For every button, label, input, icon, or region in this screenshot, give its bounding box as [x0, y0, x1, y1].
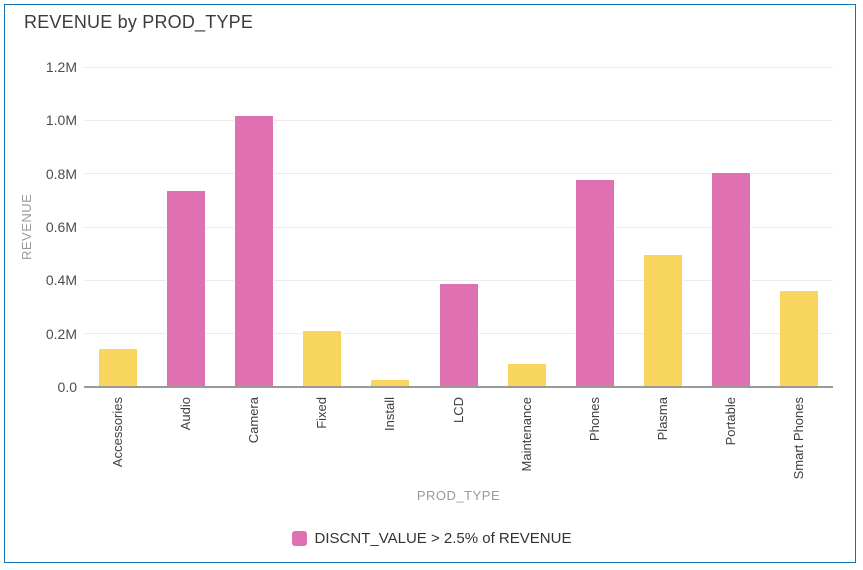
y-tick-label: 0.0	[57, 379, 77, 395]
y-tick-label: 0.6M	[45, 219, 77, 235]
bar-lcd[interactable]	[438, 283, 479, 387]
y-tick-label: 1.0M	[45, 112, 77, 129]
bar-install[interactable]	[370, 379, 411, 387]
bar-fixed[interactable]	[302, 329, 343, 387]
gridline	[84, 226, 833, 228]
legend-swatch	[291, 531, 307, 546]
x-category-label: Camera	[246, 397, 262, 444]
gridline	[84, 66, 833, 68]
x-category-label: Fixed	[314, 397, 330, 429]
bar-phones[interactable]	[574, 179, 615, 387]
x-category-label: Install	[382, 397, 398, 431]
legend-label: DISCNT_VALUE > 2.5% of REVENUE	[314, 530, 572, 547]
y-tick-label: 0.2M	[45, 325, 77, 342]
x-category-label: Accessories	[110, 397, 126, 468]
y-tick-label: 1.2M	[45, 59, 77, 75]
bar-camera[interactable]	[234, 115, 275, 387]
bar-portable[interactable]	[710, 172, 751, 387]
x-category-label: Maintenance	[518, 397, 534, 472]
x-category-label: Portable	[722, 397, 738, 446]
x-category-label: Plasma	[654, 397, 670, 441]
bar-smart-phones[interactable]	[778, 289, 819, 387]
chart-title: REVENUE by PROD_TYPE	[24, 12, 254, 32]
bar-accessories[interactable]	[98, 348, 139, 387]
gridline	[84, 173, 833, 175]
x-axis-title: PROD_TYPE	[416, 488, 501, 503]
x-category-label: Phones	[586, 397, 602, 442]
x-category-label: Audio	[178, 397, 194, 431]
gridline	[84, 279, 833, 281]
bar-maintenance[interactable]	[506, 363, 547, 387]
bar-audio[interactable]	[166, 189, 207, 387]
gridline	[84, 119, 833, 121]
x-axis-line	[84, 386, 833, 388]
x-category-label: LCD	[450, 397, 466, 424]
legend[interactable]: DISCNT_VALUE > 2.5% of REVENUE	[0, 530, 863, 547]
y-tick-label: 0.4M	[45, 272, 77, 289]
bar-plasma[interactable]	[642, 253, 683, 387]
x-category-label: Smart Phones	[790, 397, 806, 480]
y-tick-label: 0.8M	[45, 165, 77, 182]
chart-frame-border	[4, 4, 856, 563]
